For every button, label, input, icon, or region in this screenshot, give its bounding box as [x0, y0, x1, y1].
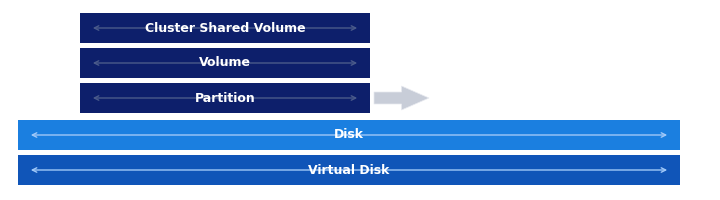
FancyBboxPatch shape	[80, 83, 370, 113]
Text: Partition: Partition	[194, 92, 256, 104]
Polygon shape	[374, 86, 429, 110]
FancyBboxPatch shape	[80, 13, 370, 43]
Text: Volume: Volume	[199, 56, 251, 70]
Text: Disk: Disk	[334, 129, 364, 142]
FancyBboxPatch shape	[80, 48, 370, 78]
Text: Cluster Shared Volume: Cluster Shared Volume	[145, 21, 305, 34]
FancyBboxPatch shape	[18, 155, 680, 185]
Text: Virtual Disk: Virtual Disk	[308, 164, 390, 176]
FancyBboxPatch shape	[18, 120, 680, 150]
